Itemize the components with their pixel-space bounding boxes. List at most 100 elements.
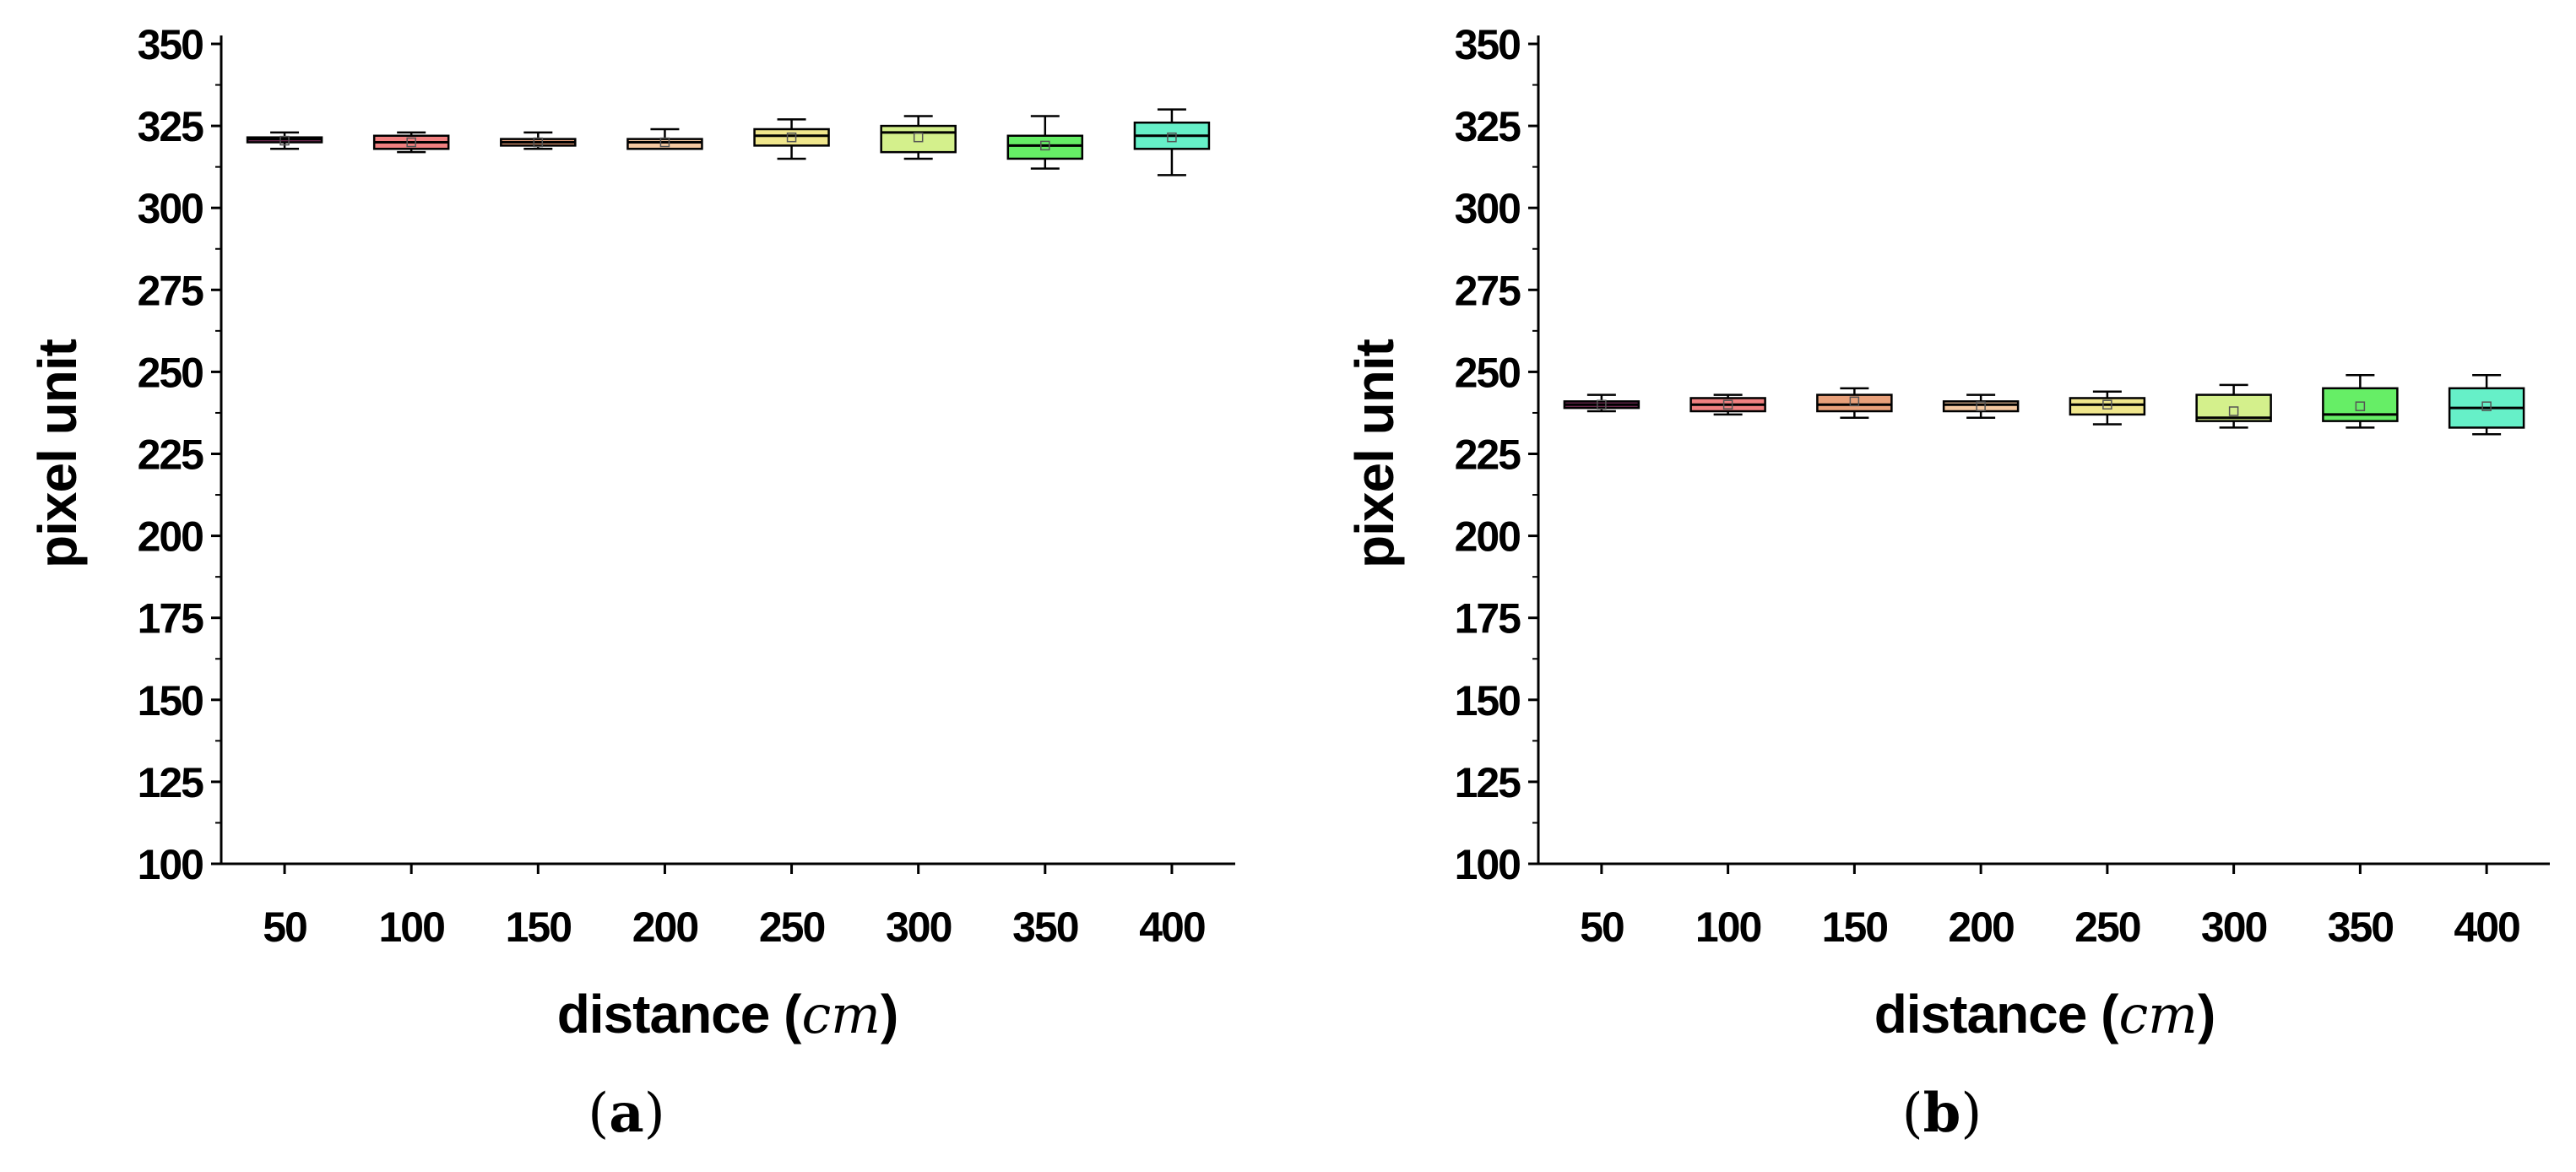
box-300 — [880, 115, 957, 160]
mean-marker — [2355, 401, 2366, 411]
mean-marker — [1849, 396, 1860, 407]
y-tick-label: 100 — [1455, 841, 1521, 888]
mean-marker — [786, 132, 797, 143]
iqr-box — [753, 128, 830, 147]
x-tick-label: 150 — [1822, 903, 1888, 951]
y-tick-label: 325 — [138, 103, 204, 150]
chart-panel-a: 100 125 150 175 200 225 250 275 300 325 350 50 100 15… — [27, 21, 1235, 1145]
box-300 — [2195, 383, 2272, 429]
y-tick-label: 350 — [138, 21, 203, 68]
y-tick-label: 175 — [138, 595, 204, 643]
box-200 — [1942, 393, 2020, 420]
x-axis-title-unit: cm — [801, 984, 881, 1045]
y-tick-label: 225 — [138, 431, 204, 479]
y-tick-label: 325 — [1455, 103, 1521, 150]
x-tick-label: 300 — [886, 903, 952, 951]
iqr-box — [1006, 134, 1084, 160]
iqr-box — [1942, 400, 2020, 413]
x-axis-title: distance (cm) — [557, 984, 899, 1045]
x-tick-label: 50 — [1580, 903, 1624, 951]
x-tick-label: 350 — [2328, 903, 2394, 951]
mean-marker — [659, 137, 670, 148]
x-axis-title-close-paren: ) — [881, 984, 898, 1044]
x-tick-label: 250 — [2074, 903, 2140, 951]
mean-marker — [533, 137, 544, 148]
x-tick-label: 250 — [759, 903, 825, 951]
iqr-box — [1816, 393, 1893, 413]
x-axis-title-text: distance — [557, 984, 784, 1044]
y-tick-label: 275 — [138, 267, 204, 314]
panel-label: (a) — [588, 1082, 664, 1145]
x-axis-title-close-paren: ) — [2198, 984, 2215, 1044]
panel-label: (b) — [1902, 1082, 1982, 1145]
box-400 — [1133, 108, 1211, 176]
y-tick-label: 275 — [1455, 267, 1521, 314]
x-tick-label: 50 — [263, 903, 306, 951]
mean-marker — [1597, 399, 1607, 410]
x-axis-title-unit: cm — [2118, 984, 2198, 1045]
box-150 — [500, 131, 577, 150]
y-axis-title: pixel unit — [1344, 339, 1405, 568]
y-tick-label: 100 — [138, 841, 203, 888]
y-tick-label: 125 — [1455, 759, 1521, 806]
box-100 — [372, 131, 450, 154]
x-tick-label: 350 — [1012, 903, 1078, 951]
y-tick-label: 350 — [1455, 21, 1521, 68]
panel-label-letter: a — [609, 1082, 643, 1145]
iqr-box — [2322, 387, 2399, 422]
box-50 — [246, 131, 323, 150]
mean-marker — [1040, 140, 1050, 151]
y-tick-label: 200 — [1455, 513, 1521, 561]
panel-label-close: ) — [644, 1082, 665, 1145]
y-tick-label: 150 — [138, 677, 203, 724]
panel-label-close: ) — [1960, 1082, 1982, 1145]
mean-marker — [1976, 401, 1986, 411]
x-tick-label: 100 — [1695, 903, 1761, 951]
x-axis-title-text: distance — [1874, 984, 2101, 1044]
x-tick-label: 200 — [1948, 903, 2014, 951]
mean-marker — [2102, 399, 2112, 410]
panel-label-open: ( — [588, 1082, 609, 1145]
iqr-box — [2069, 397, 2146, 416]
mean-marker — [2481, 401, 2492, 411]
x-axis-title: distance (cm) — [1874, 984, 2216, 1045]
y-tick-label: 125 — [138, 759, 204, 806]
box-400 — [2448, 374, 2525, 436]
mean-marker — [1167, 132, 1177, 143]
y-tick-label: 150 — [1455, 677, 1521, 724]
x-axis-title-open-paren: ( — [2101, 984, 2119, 1044]
panel-label-letter: b — [1923, 1082, 1961, 1145]
x-tick-label: 400 — [2454, 903, 2519, 951]
x-tick-label: 200 — [632, 903, 698, 951]
x-tick-label: 300 — [2201, 903, 2267, 951]
iqr-box — [880, 124, 957, 154]
y-tick-label: 300 — [1455, 185, 1521, 232]
iqr-box — [626, 138, 703, 150]
y-tick-label: 300 — [138, 185, 203, 232]
mean-marker — [2228, 406, 2239, 416]
x-tick-label: 150 — [506, 903, 572, 951]
box-350 — [1006, 115, 1084, 170]
box-50 — [1563, 393, 1641, 413]
y-tick-label: 200 — [138, 513, 203, 561]
y-axis-title: pixel unit — [27, 339, 88, 568]
chart-panel-b: 100 125 150 175 200 225 250 275 300 325 350 50 100 15… — [1344, 21, 2550, 1145]
box-250 — [753, 118, 830, 160]
box-350 — [2322, 374, 2399, 429]
mean-marker — [1722, 399, 1733, 410]
y-tick-label: 175 — [1455, 595, 1521, 643]
y-tick-label: 250 — [1455, 349, 1521, 396]
mean-marker — [279, 135, 290, 146]
box-150 — [1816, 387, 1893, 420]
x-axis-title-open-paren: ( — [784, 984, 802, 1044]
panel-label-open: ( — [1902, 1082, 1923, 1145]
x-tick-label: 400 — [1139, 903, 1205, 951]
mean-marker — [913, 132, 924, 143]
x-tick-label: 100 — [378, 903, 444, 951]
y-tick-label: 225 — [1455, 431, 1521, 479]
y-tick-label: 250 — [138, 349, 203, 396]
mean-marker — [406, 137, 416, 148]
box-200 — [626, 128, 703, 150]
